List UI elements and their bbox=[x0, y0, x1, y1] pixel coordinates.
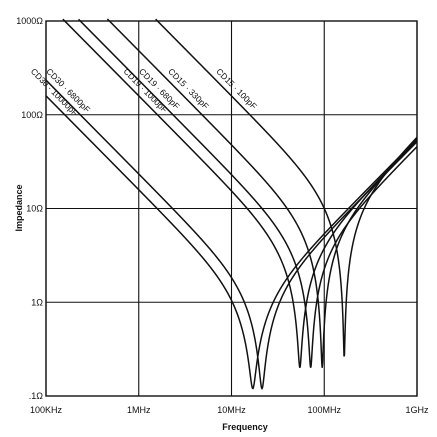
y-axis-title: Impedance bbox=[14, 184, 24, 231]
plot-frame bbox=[45, 20, 418, 397]
x-tick-label: 10MHz bbox=[217, 405, 246, 415]
series-label-cd15-100pf: CD15 · 100pF bbox=[214, 66, 259, 111]
series-curves bbox=[45, 18, 418, 391]
y-tick-label: .1Ω bbox=[29, 391, 44, 401]
x-tick-label: 1GHz bbox=[405, 405, 429, 415]
series-curve-cd15-100pf bbox=[155, 18, 418, 357]
tick-labels: 100KHz 1MHz 10MHz 100MHz 1GHz 1000Ω 100Ω 10Ω 1Ω.… bbox=[16, 16, 429, 415]
x-tick-label: 100MHz bbox=[307, 405, 341, 415]
x-tick-label: 1MHz bbox=[127, 405, 151, 415]
series-curve-cd19-680pf bbox=[78, 18, 418, 368]
y-tick-label: 1000Ω bbox=[16, 16, 43, 26]
y-tick-label: 1Ω bbox=[31, 297, 43, 307]
series-curve-cd30-10000pf bbox=[45, 95, 418, 390]
grid bbox=[45, 20, 418, 397]
x-axis-title: Frequency bbox=[222, 422, 268, 432]
series-curve-cd15-330pf bbox=[106, 18, 418, 368]
x-tick-label: 100KHz bbox=[30, 405, 63, 415]
y-tick-label: 100Ω bbox=[21, 110, 43, 120]
series-curve-cd30-6800pf bbox=[45, 79, 418, 391]
y-tick-label: 10Ω bbox=[26, 204, 43, 214]
